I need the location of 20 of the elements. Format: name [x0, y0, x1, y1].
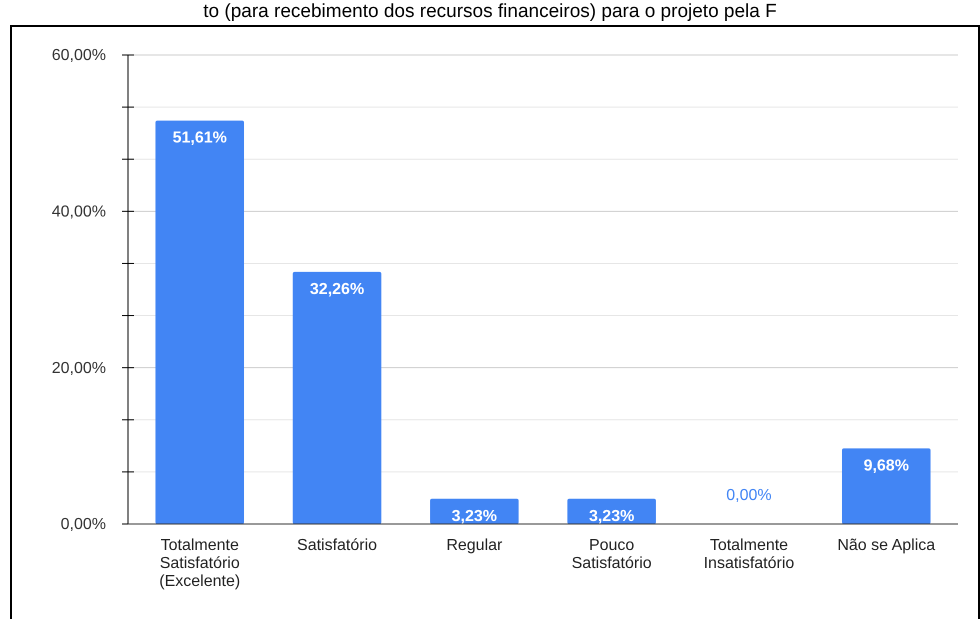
y-tick-label: 20,00% [52, 360, 106, 377]
data-label: 3,23% [588, 508, 634, 525]
bar [842, 448, 931, 524]
data-label: 51,61% [172, 130, 227, 147]
bar [155, 120, 244, 524]
data-label: 0,00% [726, 487, 772, 504]
x-tick-label: Regular [446, 537, 504, 554]
y-tick-label: 60,00% [52, 47, 106, 64]
data-label: 9,68% [864, 457, 909, 474]
y-tick-label: 0,00% [60, 516, 106, 534]
x-tick-label: Totalmente Insatisfatório [704, 537, 794, 572]
x-tick-label: Satisfatório [297, 537, 378, 554]
x-tick-label: Totalmente Satisfatório (Excelente) [159, 537, 240, 590]
chart-title: to (para recebimento dos recursos financeiros) para o projeto pela F [203, 1, 777, 22]
x-tick-label: Pouco Satisfatório [572, 537, 652, 572]
y-tick-label: 40,00% [52, 203, 106, 220]
data-label: 3,23% [452, 508, 498, 525]
x-tick-label: Não se Aplica [837, 537, 936, 554]
data-label: 32,26% [310, 280, 364, 298]
bar [292, 272, 382, 524]
